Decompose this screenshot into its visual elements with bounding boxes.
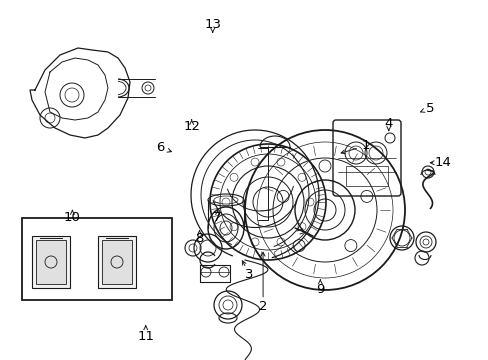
Text: 5: 5 — [425, 102, 434, 114]
Text: 1: 1 — [361, 139, 369, 152]
Bar — [36, 240, 66, 284]
Text: 14: 14 — [433, 156, 450, 169]
Text: 6: 6 — [156, 141, 164, 154]
Text: 7: 7 — [213, 211, 222, 224]
Bar — [98, 236, 136, 288]
Text: 4: 4 — [384, 117, 392, 130]
Bar — [32, 236, 70, 288]
Text: 9: 9 — [315, 283, 324, 296]
Text: 3: 3 — [244, 268, 253, 281]
Bar — [346, 166, 387, 186]
Text: 10: 10 — [64, 211, 81, 224]
Text: 8: 8 — [195, 232, 203, 245]
Text: 2: 2 — [258, 300, 267, 313]
Text: 12: 12 — [183, 120, 200, 133]
Bar — [102, 240, 132, 284]
Text: 11: 11 — [137, 330, 154, 343]
Bar — [22, 218, 172, 300]
Text: 13: 13 — [204, 18, 221, 31]
